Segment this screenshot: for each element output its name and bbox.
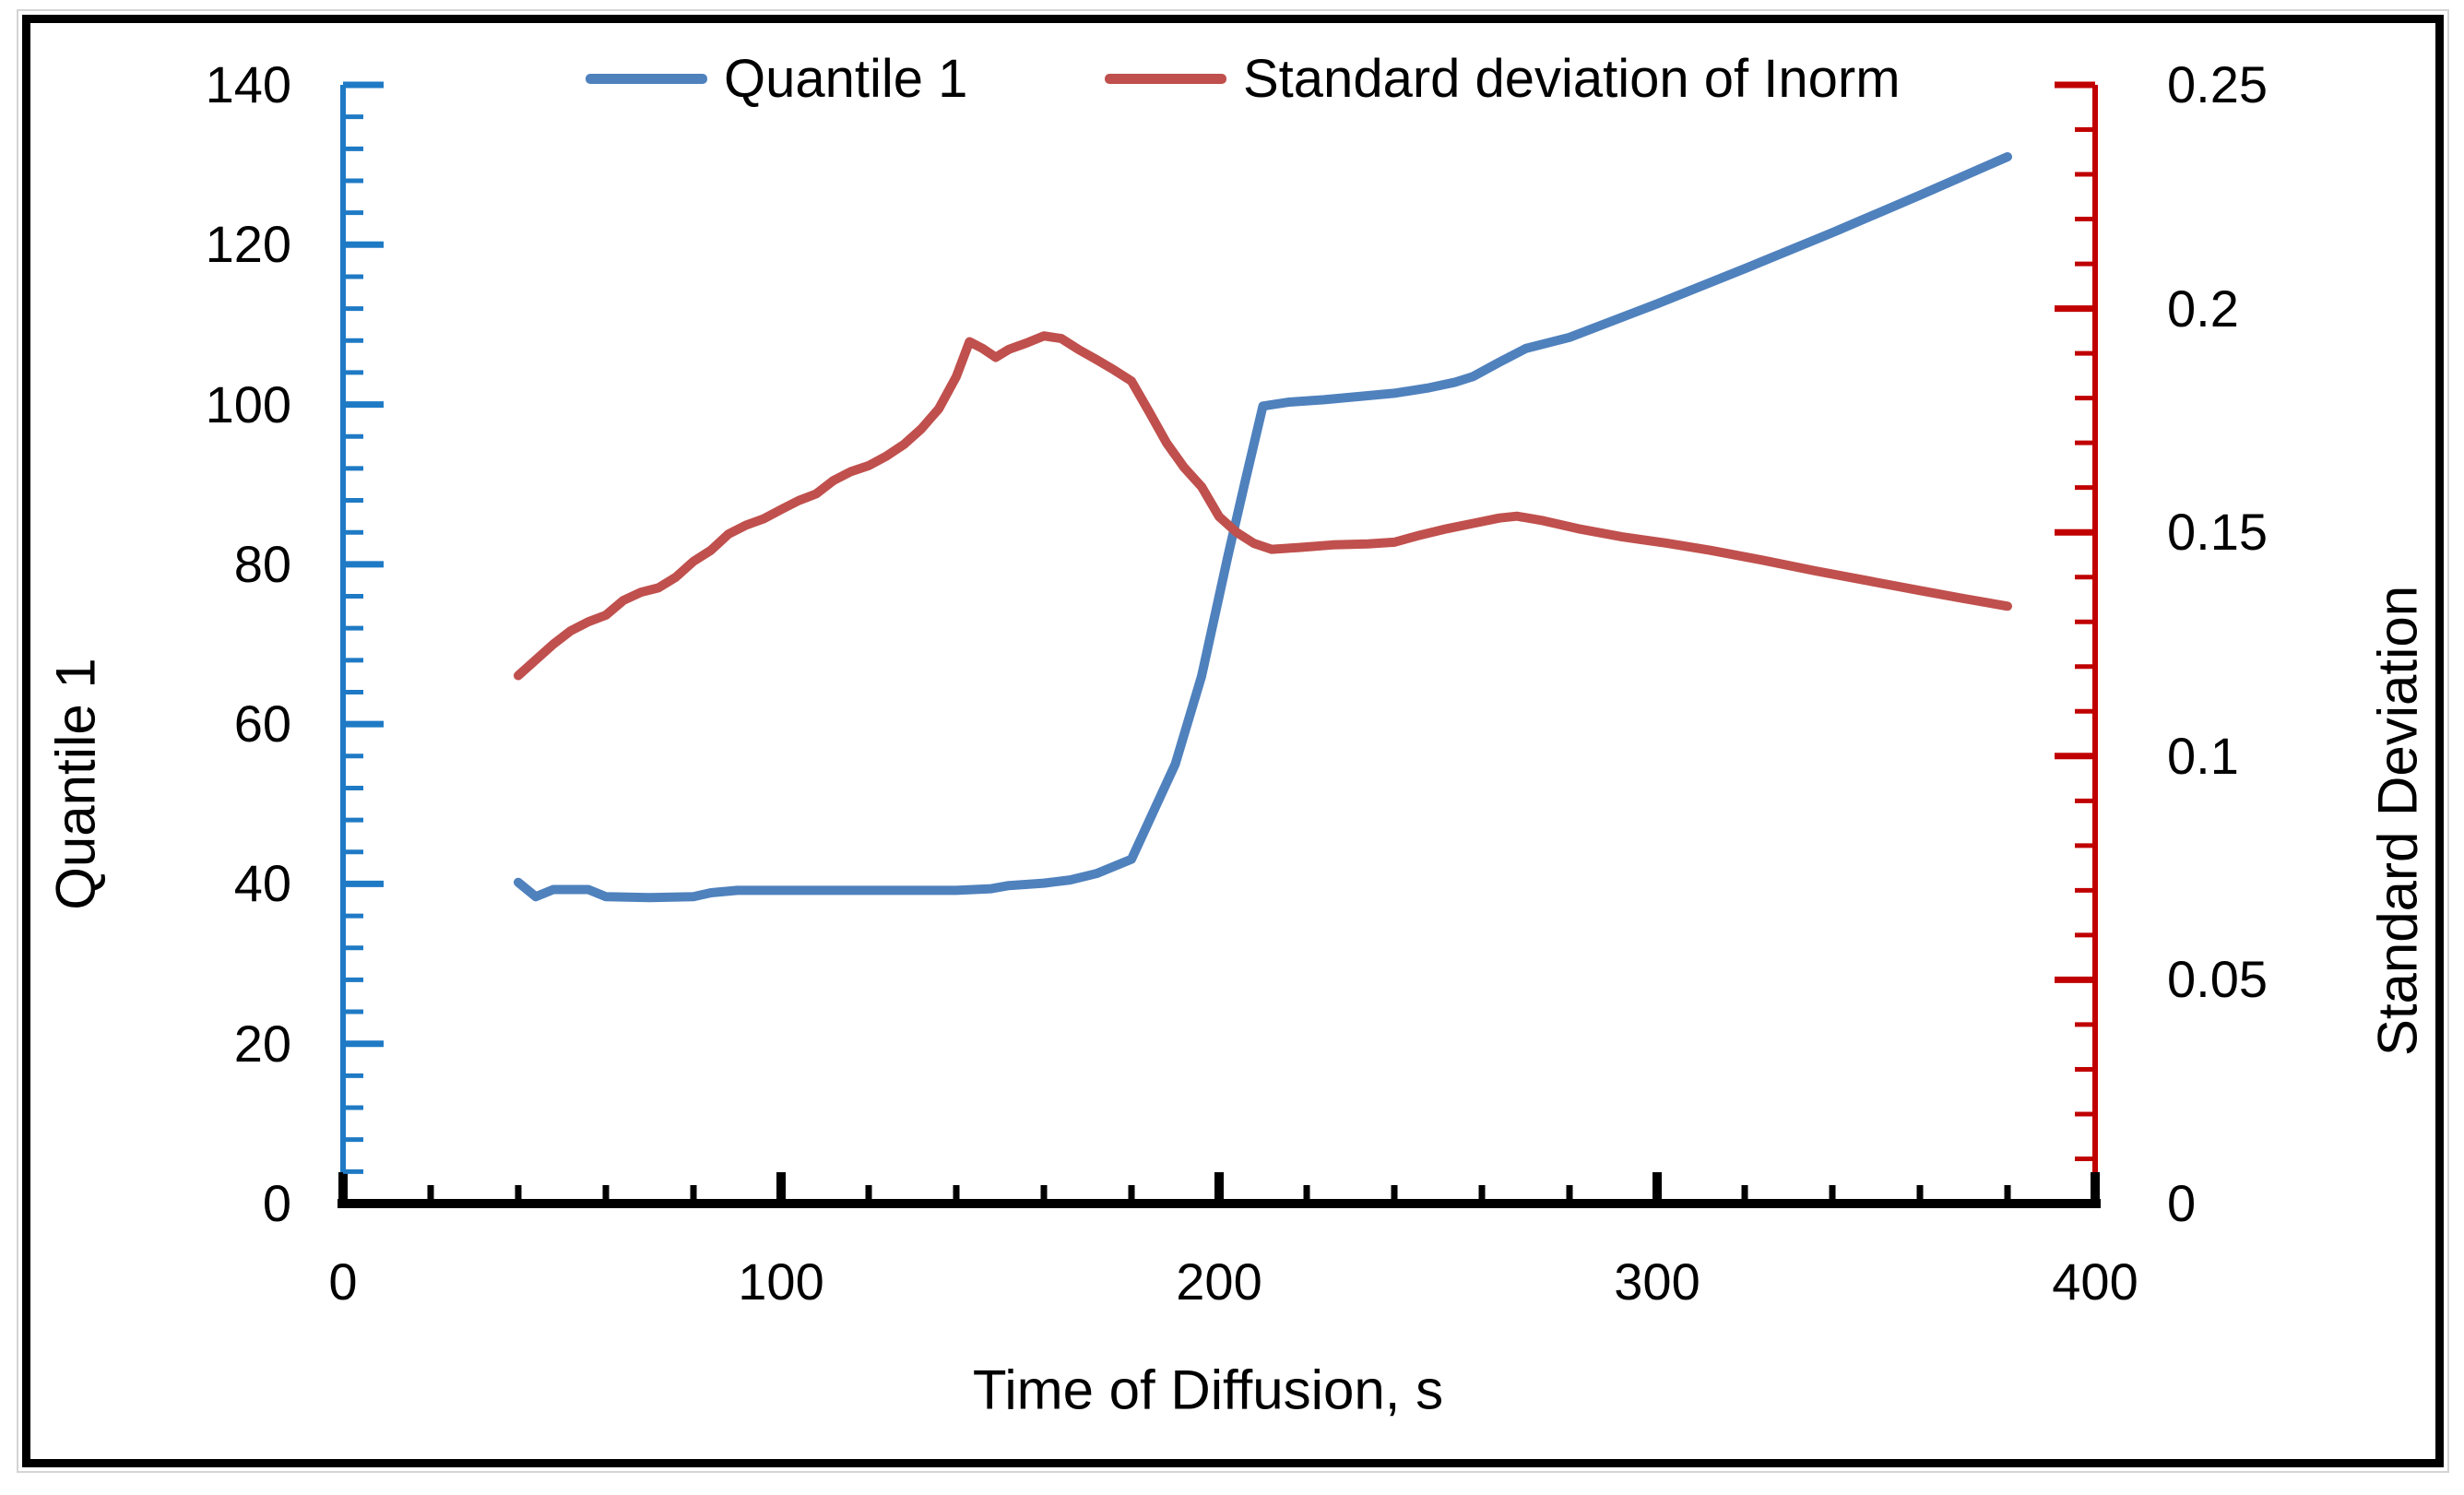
left-tick-label: 80 bbox=[233, 534, 291, 593]
x-tick-label: 200 bbox=[1176, 1252, 1262, 1311]
x-tick-label: 300 bbox=[1614, 1252, 1700, 1311]
right-tick-label: 0.1 bbox=[2167, 726, 2239, 785]
right-tick-label: 0.25 bbox=[2167, 55, 2268, 113]
x-tick-label: 0 bbox=[328, 1252, 358, 1311]
left-tick-label: 120 bbox=[205, 215, 291, 274]
figure-border bbox=[17, 9, 2449, 1473]
legend-item-quantile1: Quantile 1 bbox=[586, 46, 967, 111]
left-tick-label: 140 bbox=[205, 55, 291, 113]
left-tick-label: 0 bbox=[262, 1174, 291, 1232]
right-tick-label: 0.15 bbox=[2167, 503, 2268, 562]
legend-item-stddev: Standard deviation of Inorm bbox=[1105, 46, 1901, 111]
legend-line-swatch-blue bbox=[586, 73, 707, 84]
left-tick-label: 40 bbox=[233, 854, 291, 913]
right-tick-label: 0 bbox=[2167, 1174, 2197, 1232]
legend-line-swatch-red bbox=[1105, 73, 1226, 84]
right-tick-label: 0.2 bbox=[2167, 279, 2239, 338]
x-tick-label: 100 bbox=[738, 1252, 824, 1311]
right-tick-label: 0.05 bbox=[2167, 950, 2268, 1009]
left-tick-label: 20 bbox=[233, 1014, 291, 1073]
legend-label: Standard deviation of Inorm bbox=[1243, 48, 1901, 109]
left-tick-label: 100 bbox=[205, 374, 291, 433]
series-line-stddev bbox=[514, 331, 2012, 681]
x-axis-title: Time of Diffusion, s bbox=[972, 1359, 1444, 1421]
x-tick-label: 400 bbox=[2052, 1252, 2138, 1311]
left-tick-label: 60 bbox=[233, 694, 291, 753]
series-line-quantile1 bbox=[514, 152, 2012, 903]
legend-label: Quantile 1 bbox=[724, 48, 968, 109]
